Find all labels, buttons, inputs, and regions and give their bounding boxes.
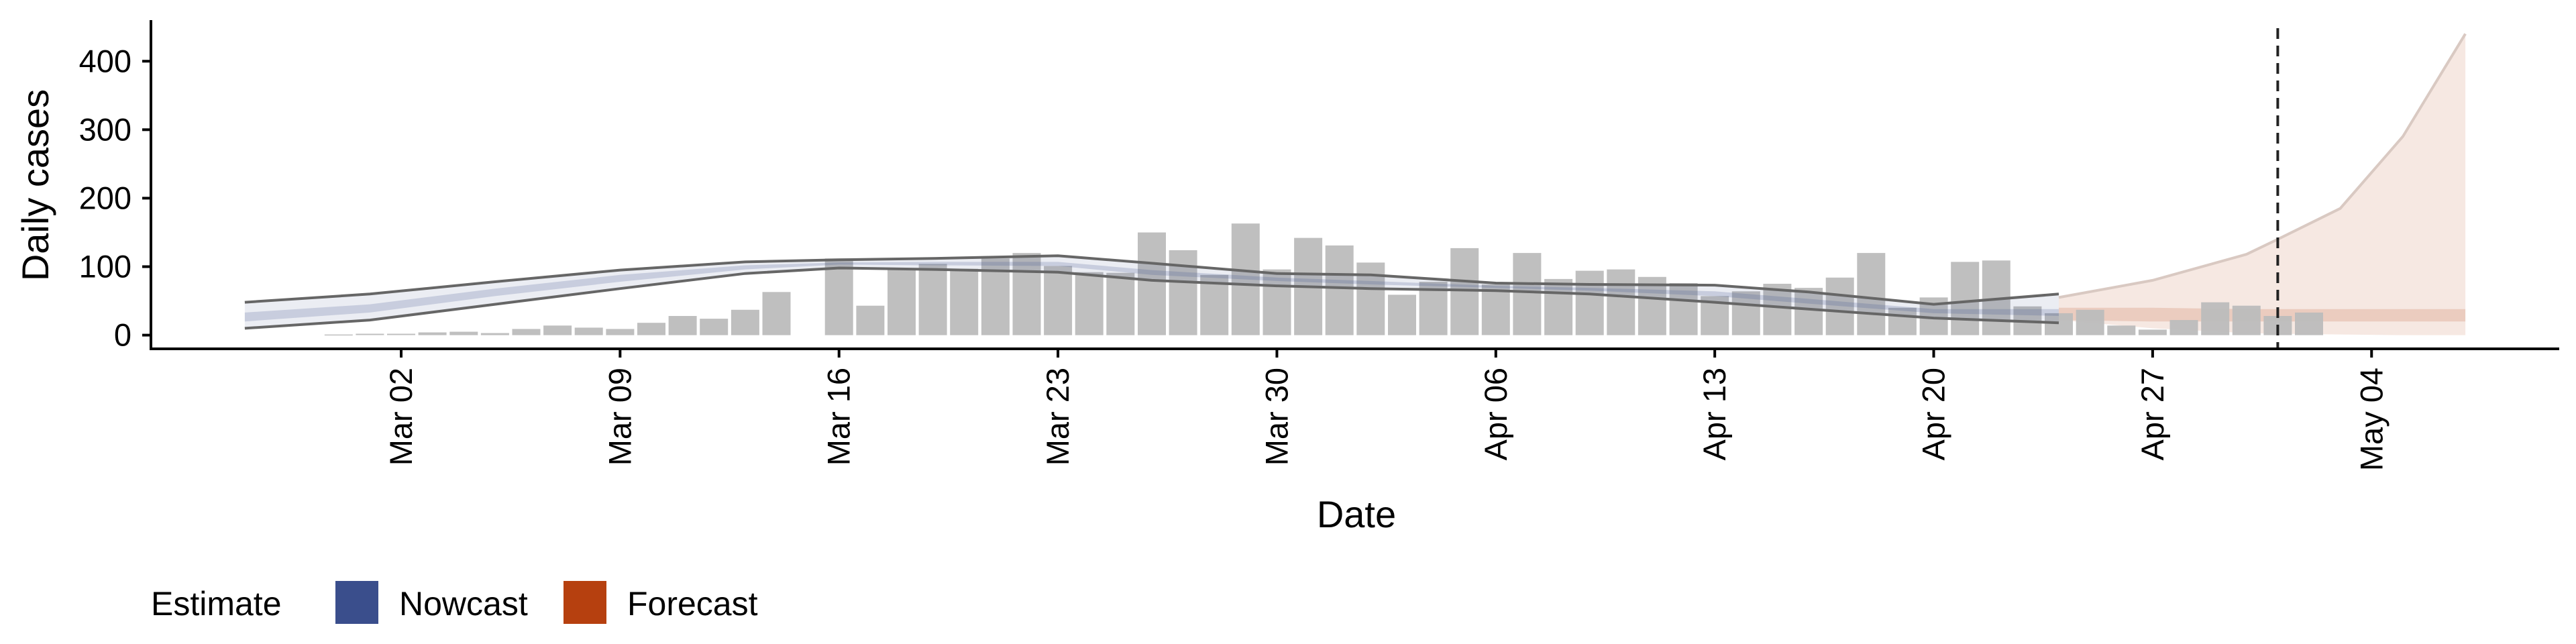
legend: Estimate Nowcast Forecast xyxy=(151,581,758,624)
legend-label-nowcast: Nowcast xyxy=(399,585,528,623)
case-bar xyxy=(888,269,916,335)
case-bar xyxy=(668,316,697,335)
case-bar xyxy=(324,334,353,336)
case-bar xyxy=(1200,274,1229,335)
case-bar xyxy=(512,329,541,335)
case-bar xyxy=(356,333,384,335)
case-bar xyxy=(2107,325,2136,335)
case-bar xyxy=(1669,283,1698,335)
case-bar xyxy=(1044,266,1073,335)
case-bar xyxy=(2232,305,2261,335)
case-bar xyxy=(1325,245,1354,335)
legend-label-forecast: Forecast xyxy=(627,585,758,623)
x-tick-label: Mar 23 xyxy=(1040,368,1075,466)
case-bar xyxy=(1231,223,1260,335)
nowcast-outer-band xyxy=(244,256,2059,329)
y-ticks: 0 100 200 300 400 xyxy=(79,43,151,353)
y-tick-label: 100 xyxy=(79,249,131,284)
nowcast-lower-line xyxy=(244,266,2059,330)
case-bar xyxy=(1731,291,1760,335)
case-bar xyxy=(1138,232,1166,335)
axes xyxy=(150,20,2559,350)
x-tick-label: Apr 20 xyxy=(1916,368,1951,460)
y-tick-label: 0 xyxy=(114,317,131,353)
case-bar xyxy=(918,264,947,335)
case-bar xyxy=(2045,313,2073,335)
x-tick-label: Mar 30 xyxy=(1258,368,1294,466)
nowcast-bands xyxy=(244,254,2059,330)
y-tick-label: 400 xyxy=(79,43,131,78)
case-bar xyxy=(1888,307,1917,335)
case-bar xyxy=(1450,248,1479,335)
case-bar xyxy=(1075,272,1104,335)
case-bar xyxy=(700,319,729,335)
case-bar xyxy=(1263,269,1291,335)
forecast-outer-band xyxy=(2059,34,2466,335)
case-bar xyxy=(1794,288,1823,335)
x-tick-label: May 04 xyxy=(2353,368,2389,471)
case-bar xyxy=(449,331,478,335)
x-tick-label: Mar 02 xyxy=(383,368,419,466)
case-bar xyxy=(387,333,415,335)
case-bar xyxy=(1544,278,1573,335)
nowcast-upper-line xyxy=(244,254,2059,306)
case-bar xyxy=(418,332,447,335)
case-bar xyxy=(1012,253,1041,335)
legend-swatch-forecast xyxy=(564,581,606,624)
case-bar xyxy=(1575,270,1604,335)
y-axis-title: Daily cases xyxy=(14,89,56,281)
case-bar xyxy=(2138,329,2167,335)
case-bar xyxy=(1763,284,1792,335)
case-bar xyxy=(1388,294,1416,335)
legend-swatch-nowcast xyxy=(335,581,378,624)
case-bar xyxy=(1513,253,1542,335)
x-axis-title: Date xyxy=(1317,493,1396,535)
case-bar xyxy=(824,258,853,335)
case-bar xyxy=(637,323,665,335)
forecast-inner-band xyxy=(2059,307,2466,322)
case-bar xyxy=(950,268,979,335)
x-tick-label: Apr 13 xyxy=(1697,368,1732,460)
case-bar xyxy=(574,327,603,335)
y-tick-label: 300 xyxy=(79,111,131,147)
x-tick-label: Apr 27 xyxy=(2135,368,2170,460)
case-bar xyxy=(856,305,885,335)
case-bar xyxy=(2169,320,2198,335)
case-bar xyxy=(762,292,791,335)
case-bar xyxy=(1169,250,1197,335)
case-bar xyxy=(1857,253,1886,335)
y-tick-label: 200 xyxy=(79,180,131,215)
case-bar xyxy=(2076,309,2104,335)
forecast-bands xyxy=(2058,33,2467,335)
case-bar xyxy=(1481,284,1510,335)
case-bar xyxy=(1951,262,1980,335)
case-bar xyxy=(1106,272,1135,335)
legend-title: Estimate xyxy=(151,585,282,623)
case-bar xyxy=(2295,312,2323,335)
x-tick-label: Mar 16 xyxy=(821,368,857,466)
case-bar xyxy=(606,329,635,335)
case-bar xyxy=(543,325,572,335)
case-bar xyxy=(1638,276,1666,335)
case-bar xyxy=(480,333,509,335)
x-ticks: Mar 02 Mar 09 Mar 16 Mar 23 Mar 30 Apr 06 Apr … xyxy=(383,349,2389,471)
x-tick-label: Apr 06 xyxy=(1478,368,1513,460)
case-bars xyxy=(324,223,2323,336)
case-bar xyxy=(1607,269,1635,335)
x-tick-label: Mar 09 xyxy=(602,368,637,466)
case-bar xyxy=(1825,277,1854,335)
case-bar xyxy=(2201,302,2230,335)
case-bar xyxy=(731,309,759,335)
nowcast-inner-band xyxy=(244,262,2059,322)
